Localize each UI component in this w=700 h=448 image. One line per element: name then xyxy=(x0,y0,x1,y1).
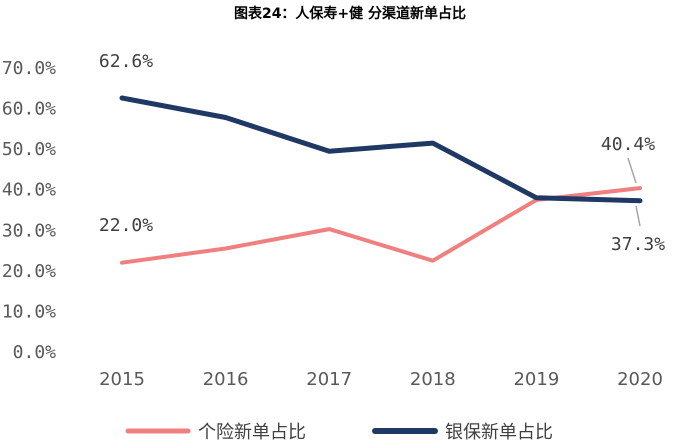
data-labels: 62.6% 22.0% 40.4% 37.3% xyxy=(99,51,665,255)
data-label: 22.0% xyxy=(99,215,153,236)
series-line-2 xyxy=(119,95,643,204)
x-tick-label: 2017 xyxy=(306,369,352,390)
y-axis: 0.0% 10.0% 20.0% 30.0% 40.0% 50.0% 60.0% 70.0% xyxy=(2,58,56,363)
x-tick-label: 2015 xyxy=(99,369,145,390)
x-tick-label: 2019 xyxy=(513,369,559,390)
y-tick-label: 0.0% xyxy=(13,342,57,363)
data-label: 40.4% xyxy=(601,134,655,155)
y-tick-label: 60.0% xyxy=(2,99,56,120)
x-tick-label: 2016 xyxy=(203,369,249,390)
legend-label: 个险新单占比 xyxy=(198,422,306,443)
y-tick-label: 30.0% xyxy=(2,220,56,241)
y-tick-label: 40.0% xyxy=(2,180,56,201)
y-tick-label: 70.0% xyxy=(2,58,56,79)
label-leader-line xyxy=(627,157,637,184)
series-lines xyxy=(119,95,643,265)
y-tick-label: 20.0% xyxy=(2,261,56,282)
y-tick-label: 50.0% xyxy=(2,139,56,160)
x-tick-label: 2018 xyxy=(410,369,456,390)
x-tick-label: 2020 xyxy=(617,369,663,390)
data-label: 62.6% xyxy=(99,51,153,72)
data-label: 37.3% xyxy=(611,234,665,255)
y-tick-label: 10.0% xyxy=(2,301,56,322)
legend: 个险新单占比 银保新单占比 xyxy=(125,422,553,443)
legend-label: 银保新单占比 xyxy=(445,422,553,443)
chart-title: 图表24：人保寿+健 分渠道新单占比 xyxy=(234,5,466,22)
x-axis: 2015 2016 2017 2018 2019 2020 xyxy=(99,369,663,390)
label-leader-line xyxy=(635,205,641,227)
